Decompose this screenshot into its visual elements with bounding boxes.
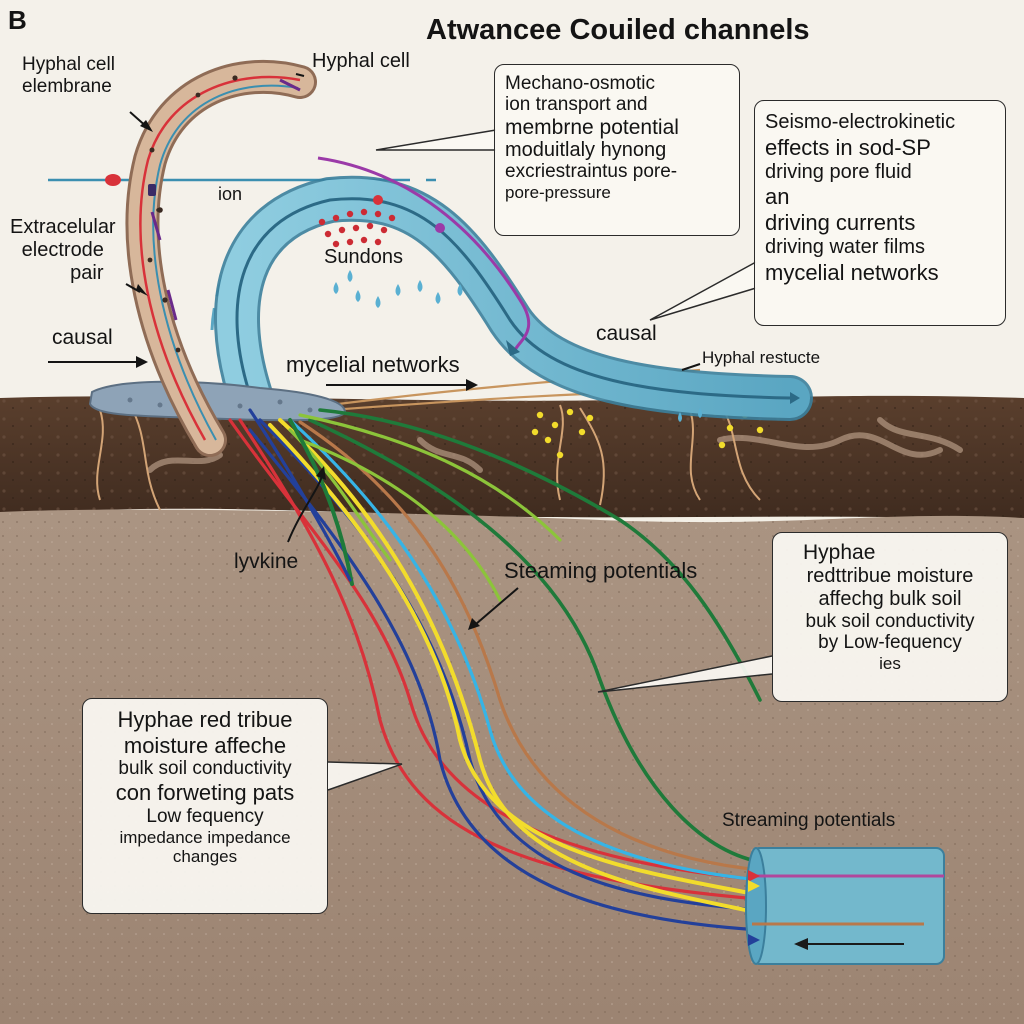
output-channel <box>751 847 945 965</box>
label-hyphal-cell-membrane: Hyphal cell elembrane <box>22 54 115 97</box>
soil-veins <box>147 417 963 473</box>
page-title: Atwancee Couiled channels <box>426 14 810 46</box>
label-sundons: Sundons <box>324 246 403 268</box>
label-hyphal-cell: Hyphal cell <box>312 50 410 72</box>
label-steaming-potentials: Steaming potentials <box>504 558 698 583</box>
label-causal-left: causal <box>52 326 113 349</box>
fiber-bundle <box>228 408 772 932</box>
cell-granules <box>147 75 238 353</box>
label-mycelial-networks: mycelial networks <box>286 352 460 377</box>
label-hyphal-restute: Hyphal restuсte <box>702 348 821 367</box>
callout-pointers <box>327 129 773 791</box>
label-extracellular-electrode-pair: Extracelular electrode pair <box>10 216 116 284</box>
label-ion: ion <box>218 184 243 204</box>
label-streaming-potentials: Streaming potentials <box>722 810 896 831</box>
water-droplets <box>333 270 702 422</box>
ion-marker <box>105 174 121 186</box>
label-lyvkine: lyvkine <box>234 550 299 573</box>
label-causal-right: causal <box>596 322 657 345</box>
callout-seismo-electrokinetic: Seismo-electrokinetic effects in sod-SP … <box>754 100 1006 326</box>
purple-flow-line <box>317 156 531 351</box>
callout-mechano-osmotic: Mechano-osmotic ion transport and membrn… <box>494 64 740 236</box>
topsoil-texture <box>0 395 1024 520</box>
red-dot-cluster <box>318 208 396 248</box>
callout-hyphae-right: Hyphae redttribue moisture affechg bulk … <box>772 532 1008 702</box>
panel-letter: B <box>8 5 27 35</box>
callout-hyphae-left: Hyphae red tribue moisture affeche bulk … <box>82 698 328 914</box>
